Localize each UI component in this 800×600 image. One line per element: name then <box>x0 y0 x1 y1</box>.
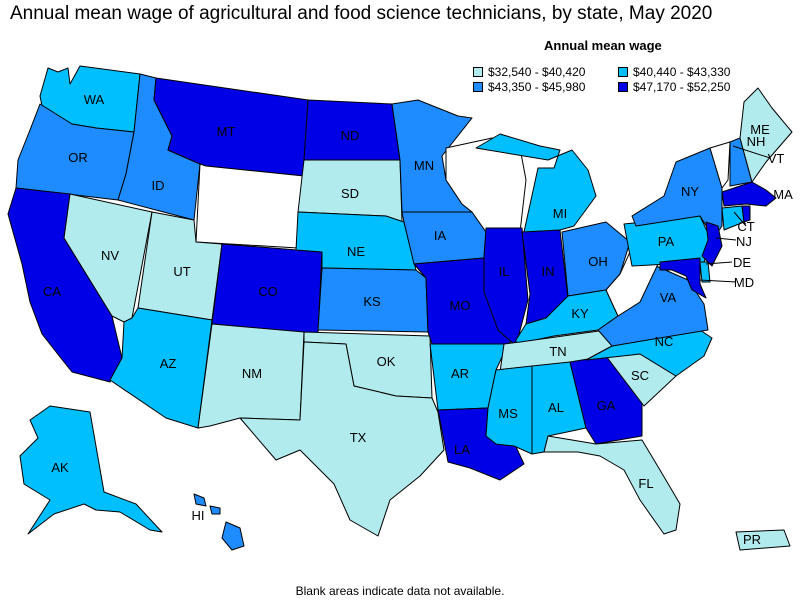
legend-label: $43,350 - $45,980 <box>488 80 586 94</box>
state-label-nh: NH <box>747 134 766 149</box>
state-label-pr: PR <box>743 532 761 547</box>
state-labels: WA OR CA NV ID MT UT AZ CO NM ND SD NE KS OK TX MN IA MO AR… <box>43 92 793 547</box>
state-label-hi: HI <box>192 508 205 523</box>
legend-swatch <box>618 82 628 92</box>
state-label-or: OR <box>68 150 88 165</box>
state-label-ms: MS <box>498 406 518 421</box>
state-label-de: DE <box>733 255 751 270</box>
state-label-ca: CA <box>43 284 61 299</box>
state-ak[interactable] <box>19 405 163 535</box>
state-label-tx: TX <box>350 430 367 445</box>
state-label-ne: NE <box>347 244 365 259</box>
legend-title: Annual mean wage <box>544 38 662 53</box>
state-label-oh: OH <box>588 254 608 269</box>
state-label-mt: MT <box>217 124 236 139</box>
state-label-ks: KS <box>363 294 381 309</box>
state-nj[interactable] <box>701 221 723 267</box>
state-label-me: ME <box>750 122 770 137</box>
state-ny[interactable] <box>631 147 723 239</box>
state-me[interactable] <box>739 87 793 183</box>
state-label-il: IL <box>499 264 510 279</box>
state-label-mn: MN <box>414 158 434 173</box>
state-de[interactable] <box>699 261 711 283</box>
state-tx[interactable] <box>239 341 445 537</box>
legend-label: $40,440 - $43,330 <box>633 65 731 79</box>
state-label-mi: MI <box>553 206 567 221</box>
state-label-ut: UT <box>173 264 190 279</box>
state-label-ma: MA <box>773 187 793 202</box>
state-label-nj: NJ <box>736 234 752 249</box>
state-label-nv: NV <box>101 248 119 263</box>
state-ma[interactable] <box>721 181 777 207</box>
state-label-ga: GA <box>597 398 616 413</box>
footnote: Blank areas indicate data not available. <box>295 584 505 598</box>
state-label-vt: VT <box>768 151 785 166</box>
state-label-pa: PA <box>658 234 675 249</box>
vt-leader-line <box>732 145 771 159</box>
state-label-la: LA <box>454 442 470 457</box>
state-pr[interactable] <box>735 529 791 551</box>
state-hi-islands[interactable] <box>193 493 207 507</box>
map-title: Annual mean wage of agricultural and foo… <box>10 3 713 24</box>
state-label-fl: FL <box>638 476 653 491</box>
state-label-va: VA <box>660 290 677 305</box>
state-hi-islands[interactable] <box>209 505 221 515</box>
ct-leader-line <box>733 211 747 227</box>
state-md[interactable] <box>659 257 707 299</box>
state-label-mo: MO <box>450 298 471 313</box>
state-label-ct: CT <box>737 219 754 234</box>
state-label-co: CO <box>258 284 278 299</box>
state-label-ny: NY <box>681 184 699 199</box>
state-wy[interactable] <box>195 163 305 249</box>
state-label-sd: SD <box>341 186 359 201</box>
state-label-nd: ND <box>341 128 360 143</box>
state-label-id: ID <box>152 178 165 193</box>
legend-swatch <box>618 67 628 77</box>
legend-label: $32,540 - $40,420 <box>488 65 586 79</box>
state-label-nm: NM <box>242 366 262 381</box>
state-label-sc: SC <box>631 368 649 383</box>
state-label-ia: IA <box>434 228 447 243</box>
state-label-az: AZ <box>160 356 177 371</box>
state-label-md: MD <box>734 275 754 290</box>
state-label-ok: OK <box>377 354 396 369</box>
state-fl[interactable] <box>543 435 681 535</box>
state-label-ak: AK <box>51 460 69 475</box>
state-vt[interactable] <box>709 141 731 189</box>
state-label-in: IN <box>542 264 555 279</box>
de-leader-line <box>705 261 733 265</box>
legend-swatch <box>473 82 483 92</box>
legend-item-tier4: $47,170 - $52,250 <box>618 80 730 94</box>
legend-item-tier2: $40,440 - $43,330 <box>618 65 730 79</box>
state-label-ar: AR <box>451 366 469 381</box>
nj-leader-line <box>715 237 737 241</box>
md-leader-line <box>699 279 737 283</box>
legend-swatch <box>473 67 483 77</box>
legend-item-tier1: $32,540 - $40,420 <box>473 65 585 79</box>
state-label-ky: KY <box>571 306 589 321</box>
state-label-al: AL <box>548 400 564 415</box>
state-hi[interactable] <box>221 521 245 551</box>
legend-item-tier3: $43,350 - $45,980 <box>473 80 585 94</box>
legend-label: $47,170 - $52,250 <box>633 80 731 94</box>
state-ri[interactable] <box>741 205 751 223</box>
state-label-wa: WA <box>84 92 105 107</box>
state-label-tn: TN <box>549 344 566 359</box>
state-label-nc: NC <box>655 334 674 349</box>
